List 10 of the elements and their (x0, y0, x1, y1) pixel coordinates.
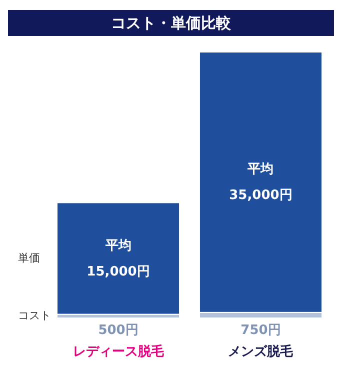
x-tick-label: メンズ脱毛 (228, 344, 294, 360)
series-label: コスト (18, 309, 51, 322)
series-label: 単価 (18, 251, 40, 264)
bar (56, 202, 180, 315)
data-label: 平均 15,000円 (86, 238, 150, 280)
data-label: 750円 (240, 322, 281, 338)
x-tick-label: レディース脱毛 (72, 344, 165, 360)
data-label: 500円 (98, 322, 138, 338)
chart-title: コスト・単価比較 (111, 14, 232, 32)
data-label: 平均 35,000円 (229, 162, 292, 203)
